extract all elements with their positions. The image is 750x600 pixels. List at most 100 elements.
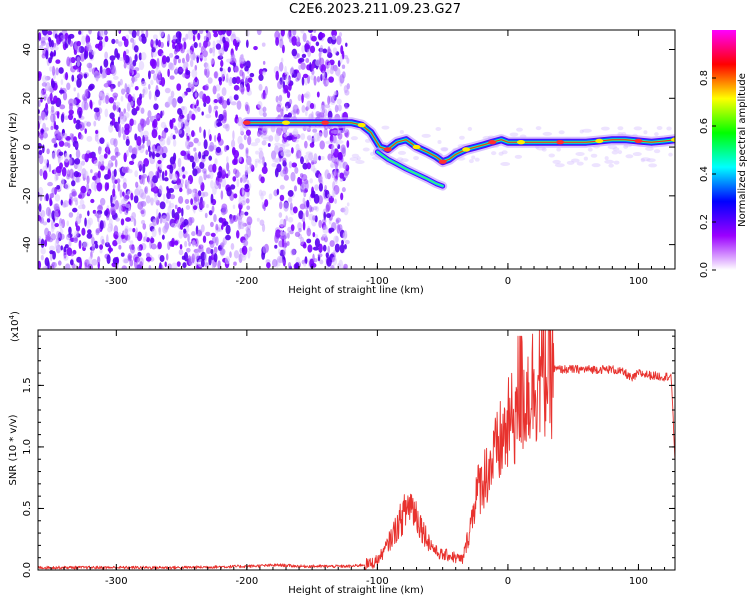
noise-speck (288, 161, 293, 169)
noise-speck (195, 229, 202, 237)
noise-speck (214, 158, 218, 166)
noise-speck (76, 67, 80, 73)
noise-speck (171, 208, 175, 219)
noise-speck (245, 155, 252, 166)
noise-speck (65, 72, 69, 81)
haze-speck (500, 161, 511, 166)
noise-speck (185, 87, 192, 93)
noise-speck (140, 192, 147, 200)
noise-speck (238, 197, 242, 205)
haze-speck (350, 136, 359, 141)
noise-speck (104, 35, 109, 43)
noise-speck (93, 120, 97, 127)
haze-speck (330, 129, 340, 134)
trace-peak (595, 138, 604, 144)
noise-speck (68, 109, 74, 115)
haze-speck (633, 126, 643, 131)
noise-speck (279, 218, 285, 228)
noise-speck (239, 155, 242, 163)
noise-speck (71, 180, 76, 187)
noise-speck (225, 123, 230, 132)
noise-speck (242, 239, 247, 246)
noise-speck (248, 246, 253, 252)
noise-speck (342, 71, 346, 79)
haze-speck (656, 126, 663, 131)
noise-speck (106, 80, 110, 85)
noise-speck (47, 181, 53, 187)
noise-speck (127, 169, 133, 174)
noise-speck (41, 30, 48, 36)
noise-speck (48, 38, 53, 48)
noise-speck (108, 124, 114, 133)
noise-speck (240, 87, 245, 95)
noise-speck (274, 244, 278, 249)
haze-speck (338, 130, 344, 135)
noise-speck (333, 169, 337, 177)
noise-speck (71, 98, 77, 107)
noise-speck (148, 70, 151, 80)
haze-speck (280, 142, 290, 147)
noise-speck (213, 71, 218, 79)
noise-speck (102, 93, 106, 104)
haze-speck (254, 158, 261, 163)
noise-speck (336, 35, 342, 46)
noise-speck (58, 67, 64, 74)
noise-speck (97, 170, 101, 179)
noise-speck (130, 37, 135, 43)
noise-speck (78, 239, 82, 250)
noise-speck (275, 95, 279, 103)
noise-speck (48, 237, 53, 243)
noise-speck (232, 168, 238, 175)
noise-speck (142, 88, 146, 94)
noise-speck (54, 223, 59, 228)
noise-speck (173, 184, 180, 190)
noise-speck (240, 57, 246, 64)
noise-speck (339, 55, 343, 64)
noise-speck (345, 42, 348, 47)
noise-speck (216, 135, 222, 142)
noise-speck (125, 49, 130, 54)
noise-speck (297, 94, 302, 102)
noise-speck (83, 101, 89, 111)
haze-speck (491, 151, 497, 156)
noise-speck (154, 114, 161, 119)
haze-speck (604, 156, 609, 161)
noise-speck (38, 32, 42, 41)
noise-speck (330, 161, 334, 169)
noise-speck (208, 210, 213, 216)
noise-speck (224, 256, 230, 265)
noise-speck (305, 40, 310, 47)
noise-speck (85, 34, 89, 44)
noise-speck (214, 180, 220, 190)
noise-speck (65, 234, 71, 241)
noise-speck (157, 39, 161, 48)
noise-speck (246, 205, 251, 211)
noise-speck (189, 51, 196, 61)
noise-speck (264, 199, 269, 208)
noise-speck (213, 246, 218, 254)
noise-speck (67, 142, 71, 149)
haze-speck (566, 160, 575, 165)
noise-speck (57, 132, 63, 142)
noise-speck (280, 108, 284, 118)
noise-speck (205, 231, 211, 237)
noise-speck (326, 213, 332, 219)
noise-speck (253, 45, 258, 51)
haze-speck (612, 147, 620, 152)
noise-speck (283, 240, 287, 249)
noise-speck (261, 166, 268, 174)
noise-speck (275, 70, 279, 81)
noise-speck (297, 222, 303, 231)
noise-speck (64, 152, 70, 163)
noise-speck (97, 113, 101, 122)
noise-speck (200, 224, 205, 233)
noise-speck (80, 52, 85, 62)
haze-speck (600, 126, 610, 131)
noise-speck (314, 234, 319, 239)
noise-speck (224, 145, 228, 153)
haze-speck (556, 147, 561, 152)
noise-speck (39, 193, 43, 202)
y-tick-label: 0.5 (22, 501, 33, 517)
noise-speck (46, 148, 50, 155)
